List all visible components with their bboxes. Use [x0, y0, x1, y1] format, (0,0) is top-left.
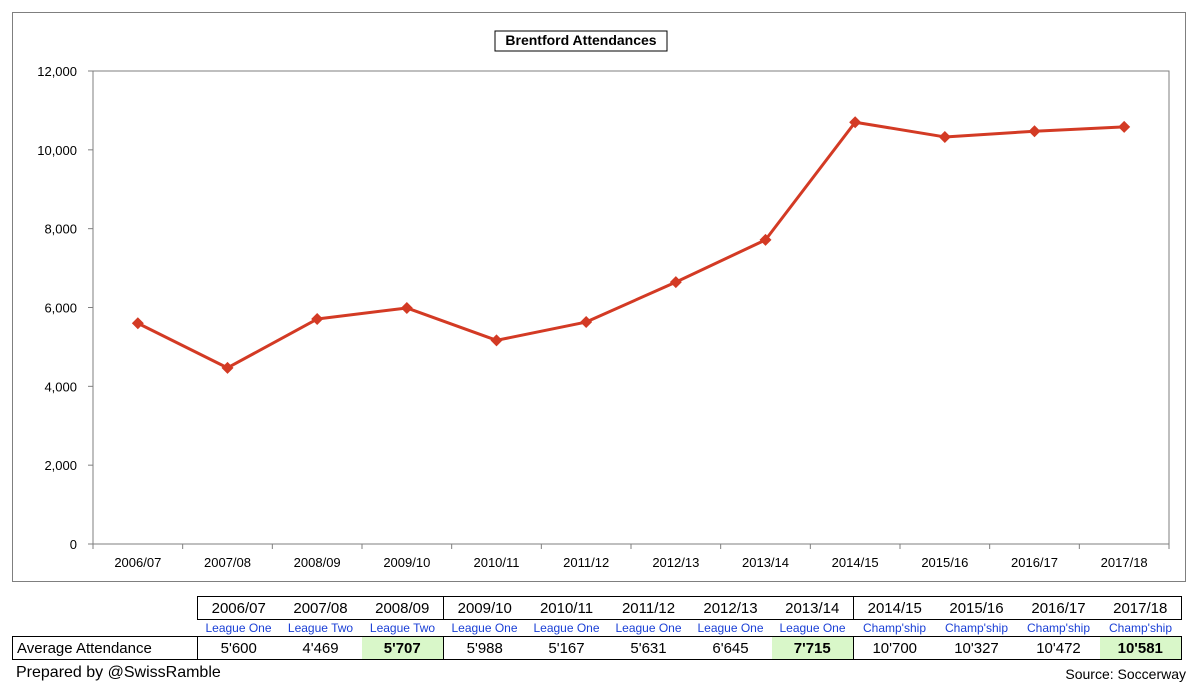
attendance-cell: 5'631 [607, 636, 690, 660]
data-point [221, 361, 234, 374]
league-cell: League One [697, 621, 764, 635]
league-cell: Champ'ship [863, 621, 926, 635]
league-cell: League One [615, 621, 682, 635]
y-tick-label: 4,000 [44, 379, 77, 394]
data-point [311, 313, 324, 326]
x-tick-label: 2008/09 [294, 555, 341, 570]
prepared-by: Prepared by @SwissRamble [16, 664, 221, 681]
y-tick-label: 6,000 [44, 301, 77, 316]
attendance-cell: 5'988 [443, 636, 526, 660]
source-note: Source: Soccerway [1065, 666, 1186, 682]
league-cell: League One [533, 621, 600, 635]
season-cell: 2015/16 [935, 596, 1018, 620]
data-point [400, 301, 413, 314]
data-table: 2006/07 2007/08 2008/09 2009/10 2010/11 2011/… [12, 596, 1188, 660]
x-tick-label: 2012/13 [652, 555, 699, 570]
y-tick-label: 10,000 [37, 143, 77, 158]
x-tick-label: 2009/10 [383, 555, 430, 570]
league-cell: Champ'ship [1027, 621, 1090, 635]
league-cell: League Two [287, 621, 354, 635]
x-tick-label: 2016/17 [1011, 555, 1058, 570]
season-cell: 2017/18 [1099, 596, 1182, 620]
chart-frame: Brentford Attendances 0 2,000 4,000 6,000 8,0… [12, 12, 1186, 582]
y-tick-label: 0 [70, 537, 77, 552]
attendance-cell: 10'581 [1099, 636, 1182, 660]
data-point [938, 130, 951, 143]
x-tick-label: 2011/12 [563, 555, 609, 570]
x-tick-label: 2017/18 [1101, 555, 1148, 570]
attendance-cell: 5'600 [197, 636, 280, 660]
x-tick-label: 2014/15 [832, 555, 879, 570]
league-row: League One League Two League Two League One… [13, 620, 1182, 637]
chart-title-box [494, 30, 668, 52]
x-tick-label: 2007/08 [204, 555, 251, 570]
attendance-cell: 6'645 [689, 636, 772, 660]
data-point [669, 276, 682, 289]
data-point [759, 233, 772, 246]
attendance-cell: 7'715 [771, 636, 854, 660]
attendance-cell: 10'700 [853, 636, 936, 660]
x-tick-label: 2010/11 [473, 555, 519, 570]
data-point [1118, 120, 1131, 133]
league-cell: League One [205, 621, 272, 635]
data-point [490, 334, 503, 347]
attendance-cell: 5'167 [525, 636, 608, 660]
season-cell: 2014/15 [853, 596, 936, 620]
season-cell: 2008/09 [361, 596, 444, 620]
plot-area [92, 70, 1170, 545]
x-tick-label: 2006/07 [114, 555, 161, 570]
y-tick-label: 12,000 [37, 64, 77, 79]
league-cell: Champ'ship [1109, 621, 1172, 635]
data-point [131, 317, 144, 330]
season-cell: 2012/13 [689, 596, 772, 620]
league-cell: League One [451, 621, 518, 635]
chart-title: Brentford Attendances [505, 32, 656, 48]
data-point [849, 116, 862, 129]
row-label: Average Attendance [12, 636, 198, 660]
season-cell: 2010/11 [525, 596, 608, 620]
season-cell: 2016/17 [1017, 596, 1100, 620]
data-point [1028, 125, 1041, 138]
league-cell: League One [779, 621, 846, 635]
line-chart: Brentford Attendances 0 2,000 4,000 6,000 8,0… [37, 30, 1170, 570]
series-line [137, 120, 1125, 370]
season-cell: 2006/07 [197, 596, 280, 620]
season-cell: 2011/12 [607, 596, 690, 620]
season-cell: 2009/10 [443, 596, 526, 620]
x-tick-label: 2013/14 [742, 555, 789, 570]
league-cell: League Two [369, 621, 436, 635]
attendance-cell: 4'469 [279, 636, 362, 660]
attendance-cell: 10'472 [1017, 636, 1100, 660]
season-cell: 2013/14 [771, 596, 854, 620]
season-cell: 2007/08 [279, 596, 362, 620]
league-cell: Champ'ship [945, 621, 1008, 635]
y-tick-label: 2,000 [44, 458, 77, 473]
attendance-cell: 10'327 [935, 636, 1018, 660]
attendance-row: Average Attendance 5'600 4'469 5'707 5'988 5… [12, 636, 1182, 660]
attendance-cell: 5'707 [361, 636, 444, 660]
y-tick-label: 8,000 [44, 222, 77, 237]
data-point [580, 316, 593, 329]
season-row: 2006/07 2007/08 2008/09 2009/10 2010/11 2011/… [13, 596, 1182, 620]
x-tick-label: 2015/16 [921, 555, 968, 570]
